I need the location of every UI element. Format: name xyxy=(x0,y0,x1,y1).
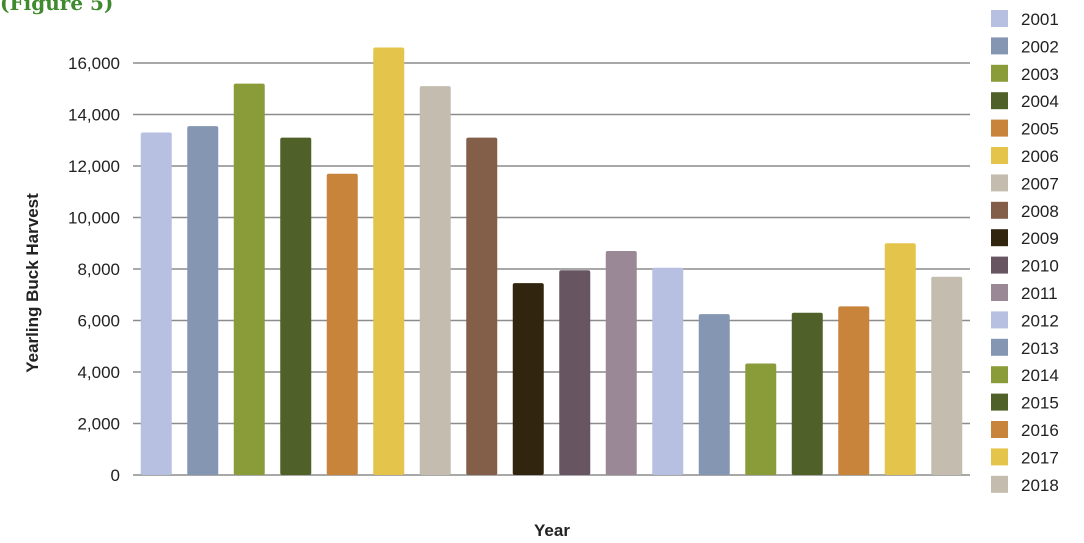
bar-2002 xyxy=(187,126,219,476)
legend-label-2008: 2008 xyxy=(1021,202,1059,221)
legend-swatch-2002 xyxy=(991,37,1008,55)
legend-swatch-2001 xyxy=(991,10,1008,27)
y-tick-label: 12,000 xyxy=(68,157,120,176)
bar-2014 xyxy=(745,363,777,475)
bar-2005 xyxy=(326,173,358,475)
legend-swatch-2012 xyxy=(991,311,1008,329)
legend-label-2015: 2015 xyxy=(1021,394,1059,413)
figure-label: (Figure 5) xyxy=(0,0,113,15)
y-tick-label: 0 xyxy=(111,466,120,485)
legend-label-2013: 2013 xyxy=(1021,339,1059,358)
bar-2004 xyxy=(280,137,312,476)
legend-swatch-2006 xyxy=(991,147,1008,164)
legend-swatch-2010 xyxy=(991,256,1008,274)
bar-2010 xyxy=(559,270,591,475)
legend-label-2001: 2001 xyxy=(1021,10,1059,29)
bar-2018 xyxy=(931,276,963,475)
bar-2003 xyxy=(233,83,265,475)
legend-label-2011: 2011 xyxy=(1021,284,1058,303)
legend-label-2010: 2010 xyxy=(1021,257,1059,276)
legend-label-2006: 2006 xyxy=(1021,147,1059,166)
x-axis-title: Year xyxy=(534,521,570,540)
bar-2011 xyxy=(605,250,637,475)
y-tick-label: 16,000 xyxy=(68,54,120,73)
legend: 2001 2002 2003 2004 2005 2006 2007 2008 2009 2010… xyxy=(991,10,1059,495)
y-axis-ticks: 0 2,000 4,000 6,000 8,000 10,000 12,000 14,000 1… xyxy=(68,54,120,485)
legend-swatch-2007 xyxy=(991,174,1008,192)
legend-swatch-2005 xyxy=(991,119,1008,137)
gridlines xyxy=(133,62,970,476)
legend-label-2018: 2018 xyxy=(1021,476,1059,495)
y-tick-label: 14,000 xyxy=(68,106,120,125)
y-tick-label: 8,000 xyxy=(77,260,120,279)
legend-label-2005: 2005 xyxy=(1021,120,1059,139)
legend-label-2014: 2014 xyxy=(1021,366,1059,385)
legend-label-2002: 2002 xyxy=(1021,37,1059,56)
legend-swatch-2018 xyxy=(991,475,1008,493)
legend-label-2007: 2007 xyxy=(1021,174,1059,193)
legend-label-2003: 2003 xyxy=(1021,65,1059,84)
legend-swatch-2009 xyxy=(991,229,1008,247)
bars xyxy=(140,47,963,476)
bar-2001 xyxy=(140,132,172,475)
bar-2006 xyxy=(373,47,405,476)
legend-swatch-2011 xyxy=(991,284,1008,301)
legend-swatch-2016 xyxy=(991,421,1008,438)
legend-swatch-2008 xyxy=(991,201,1008,219)
bar-2013 xyxy=(698,314,730,475)
legend-swatch-2004 xyxy=(991,92,1008,110)
legend-label-2004: 2004 xyxy=(1021,92,1059,111)
y-tick-label: 4,000 xyxy=(77,363,120,382)
bar-2008 xyxy=(466,137,498,476)
bar-2015 xyxy=(791,312,823,475)
bar-2007 xyxy=(419,86,451,476)
y-tick-label: 6,000 xyxy=(77,312,120,331)
y-tick-label: 2,000 xyxy=(77,415,120,434)
legend-label-2009: 2009 xyxy=(1021,229,1059,248)
legend-swatch-2017 xyxy=(991,448,1008,466)
legend-label-2017: 2017 xyxy=(1021,448,1059,467)
legend-swatch-2015 xyxy=(991,393,1008,411)
bar-2009 xyxy=(512,283,544,475)
bar-2016 xyxy=(838,306,870,475)
legend-swatch-2013 xyxy=(991,338,1008,356)
legend-label-2016: 2016 xyxy=(1021,421,1059,440)
y-tick-label: 10,000 xyxy=(68,209,120,228)
bar-2017 xyxy=(884,243,916,475)
legend-label-2012: 2012 xyxy=(1021,311,1059,330)
legend-swatch-2014 xyxy=(991,366,1008,384)
legend-swatch-2003 xyxy=(991,64,1008,82)
y-axis-title: Yearling Buck Harvest xyxy=(23,193,42,373)
bar-2012 xyxy=(652,267,684,475)
